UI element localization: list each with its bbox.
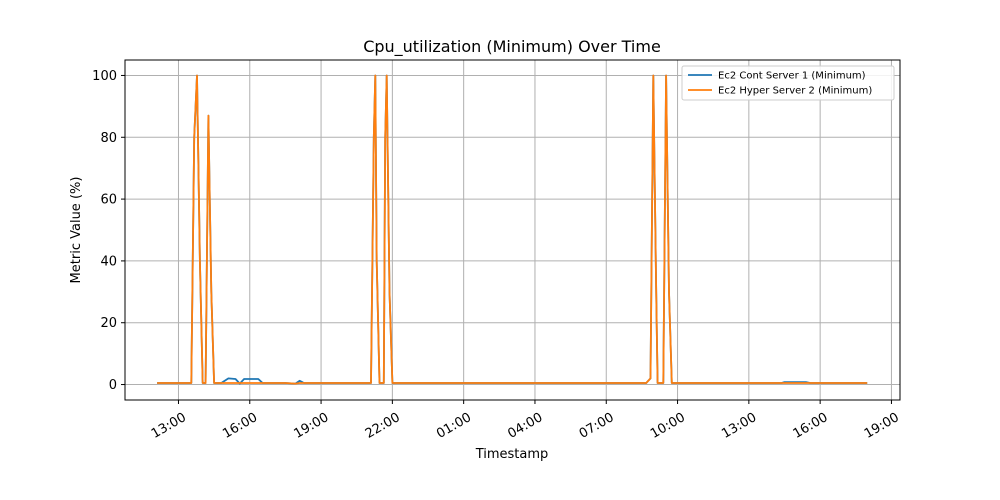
legend: Ec2 Cont Server 1 (Minimum) Ec2 Hyper Ser… <box>681 65 895 101</box>
series-line-2 <box>157 74 868 385</box>
legend-label-1: Ec2 Cont Server 1 (Minimum) <box>718 71 866 82</box>
y-tick-label: 20 <box>100 316 117 331</box>
y-tick-label: 0 <box>109 378 117 393</box>
grid <box>125 60 900 400</box>
series-lines <box>157 74 868 385</box>
x-tick-label: 16:00 <box>791 410 831 442</box>
y-axis-ticks: 0 20 40 60 80 100 <box>92 69 125 393</box>
x-axis-ticks: 13:00 16:00 19:00 22:00 01:00 04:00 07:00 10:00… <box>149 400 902 442</box>
x-tick-label: 16:00 <box>220 410 260 442</box>
y-tick-label: 60 <box>100 193 117 208</box>
y-tick-label: 40 <box>100 254 117 269</box>
legend-label-2: Ec2 Hyper Server 2 (Minimum) <box>718 86 872 97</box>
x-tick-label: 07:00 <box>577 410 617 442</box>
series-line-1 <box>157 74 868 385</box>
x-tick-label: 19:00 <box>862 410 902 442</box>
plot-frame <box>124 59 901 401</box>
x-tick-label: 13:00 <box>149 410 189 442</box>
chart-title: Cpu_utilization (Minimum) Over Time <box>363 37 661 57</box>
legend-box <box>681 65 895 101</box>
x-tick-label: 22:00 <box>363 410 403 442</box>
y-axis-label: Metric Value (%) <box>69 177 84 284</box>
y-tick-label: 80 <box>100 131 117 146</box>
x-tick-label: 04:00 <box>505 410 545 442</box>
x-tick-label: 19:00 <box>292 410 332 442</box>
x-axis-label: Timestamp <box>475 447 549 462</box>
y-tick-label: 100 <box>92 69 117 84</box>
x-tick-label: 10:00 <box>648 410 688 442</box>
x-tick-label: 13:00 <box>719 410 759 442</box>
x-tick-label: 01:00 <box>434 410 474 442</box>
